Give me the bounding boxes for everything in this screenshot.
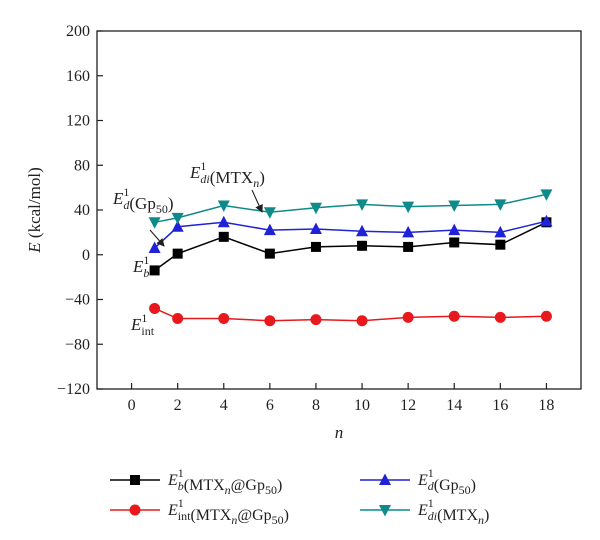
data-point-edi	[356, 199, 369, 211]
data-point-ed	[402, 225, 415, 238]
x-tick-label: 4	[220, 397, 228, 414]
annotation-ed: E1 d(Gp50)	[112, 185, 174, 216]
annotation-arrow-ed	[149, 229, 165, 247]
legend: E1 b(MTXn@Gp50)E1 int(MTXn@Gp50) E1 d(Gp50)E…	[110, 466, 489, 527]
x-tick-label: 16	[492, 397, 508, 414]
y-tick-label: 0	[82, 247, 90, 264]
data-point-ed	[171, 220, 184, 232]
data-point-eint	[540, 310, 552, 322]
annotation-eb: E1 b	[132, 253, 149, 280]
data-point-ed	[148, 241, 161, 254]
legend-marker-ed	[379, 473, 391, 485]
legend-label-edi: E1 di(MTXn)	[417, 496, 489, 527]
data-point-edi	[309, 202, 322, 215]
data-point-ed	[494, 225, 507, 238]
legend-marker-eint	[129, 504, 141, 516]
series-ed	[148, 214, 553, 254]
x-tick-label: 12	[400, 397, 416, 414]
data-point-eb	[403, 241, 414, 252]
x-tick-label: 10	[354, 397, 370, 414]
data-point-eb	[218, 231, 229, 242]
x-axis-label: n	[335, 423, 344, 442]
data-point-eint	[310, 314, 322, 326]
data-point-edi	[540, 189, 553, 201]
series-edi	[148, 189, 553, 229]
legend-item-eb: E1 b(MTXn@Gp50)	[110, 466, 282, 497]
data-point-eint	[448, 310, 460, 322]
legend-item-edi: E1 di(MTXn)	[360, 496, 489, 527]
data-point-eint	[218, 313, 230, 325]
annotation-eint: E1 int	[130, 311, 155, 338]
series-line-edi	[154, 193, 547, 224]
data-point-ed	[309, 222, 322, 235]
legend-marker-edi	[379, 505, 391, 517]
annotations: E1 di(MTXn) E1 d(Gp50) E1 b E1 int	[112, 159, 265, 338]
y-tick-label: −120	[57, 381, 90, 398]
y-tick-label: 40	[74, 202, 90, 219]
data-point-ed	[263, 223, 276, 236]
data-point-eb	[357, 240, 368, 251]
data-point-eint	[172, 313, 184, 325]
x-tick-label: 2	[174, 397, 182, 414]
x-tick-label: 0	[128, 397, 136, 414]
data-point-edi	[494, 199, 507, 211]
data-point-ed	[448, 223, 461, 236]
legend-label-eint: E1 int(MTXn@Gp50)	[167, 496, 289, 527]
data-point-eb	[495, 239, 506, 250]
data-point-eb	[449, 237, 460, 248]
data-point-ed	[356, 224, 369, 237]
series-layer	[148, 189, 553, 327]
x-tick-label: 14	[446, 397, 462, 414]
y-tick-label: 80	[74, 157, 90, 174]
x-tick-label: 18	[538, 397, 554, 414]
data-point-edi	[217, 200, 230, 213]
data-point-edi	[148, 217, 161, 229]
data-point-eb	[172, 248, 183, 259]
legend-label-eb: E1 b(MTXn@Gp50)	[167, 466, 282, 497]
data-point-eb	[310, 241, 321, 252]
legend-label-ed: E1 d(Gp50)	[417, 466, 476, 497]
data-point-eint	[356, 315, 368, 327]
data-point-eb	[149, 265, 160, 276]
y-tick-label: −80	[65, 336, 90, 353]
data-point-eint	[149, 302, 161, 314]
y-tick-label: −40	[65, 292, 90, 309]
data-point-edi	[402, 201, 415, 214]
legend-item-eint: E1 int(MTXn@Gp50)	[110, 496, 289, 527]
y-ticks: 200 160 120 80 40 0 −40 −80 −120	[57, 23, 103, 398]
data-point-eint	[264, 315, 276, 327]
x-tick-label: 8	[312, 397, 320, 414]
series-line-eint	[154, 307, 547, 322]
data-point-edi	[171, 212, 184, 225]
legend-marker-eb	[130, 475, 140, 485]
data-point-ed	[217, 215, 230, 228]
y-tick-label: 200	[66, 23, 90, 40]
y-tick-label: 120	[66, 113, 90, 130]
annotation-arrow-edi	[251, 189, 263, 213]
series-eb	[149, 217, 552, 276]
data-point-eint	[402, 311, 414, 323]
series-line-ed	[154, 220, 547, 249]
data-point-ed	[540, 214, 553, 227]
y-tick-label: 160	[66, 68, 90, 85]
legend-item-ed: E1 d(Gp50)	[360, 466, 476, 497]
data-point-eb	[264, 248, 275, 259]
series-line-eb	[154, 221, 547, 272]
annotation-edi: E1 di(MTXn)	[189, 159, 265, 190]
y-axis-label: E (kcal/mol)	[25, 167, 44, 253]
data-point-eint	[494, 311, 506, 323]
series-eint	[149, 302, 552, 327]
data-point-edi	[263, 207, 276, 219]
x-tick-label: 6	[266, 397, 274, 414]
data-point-edi	[448, 200, 461, 213]
x-ticks: 0 2 4 6 8 10 12 14 16 18	[128, 383, 554, 414]
